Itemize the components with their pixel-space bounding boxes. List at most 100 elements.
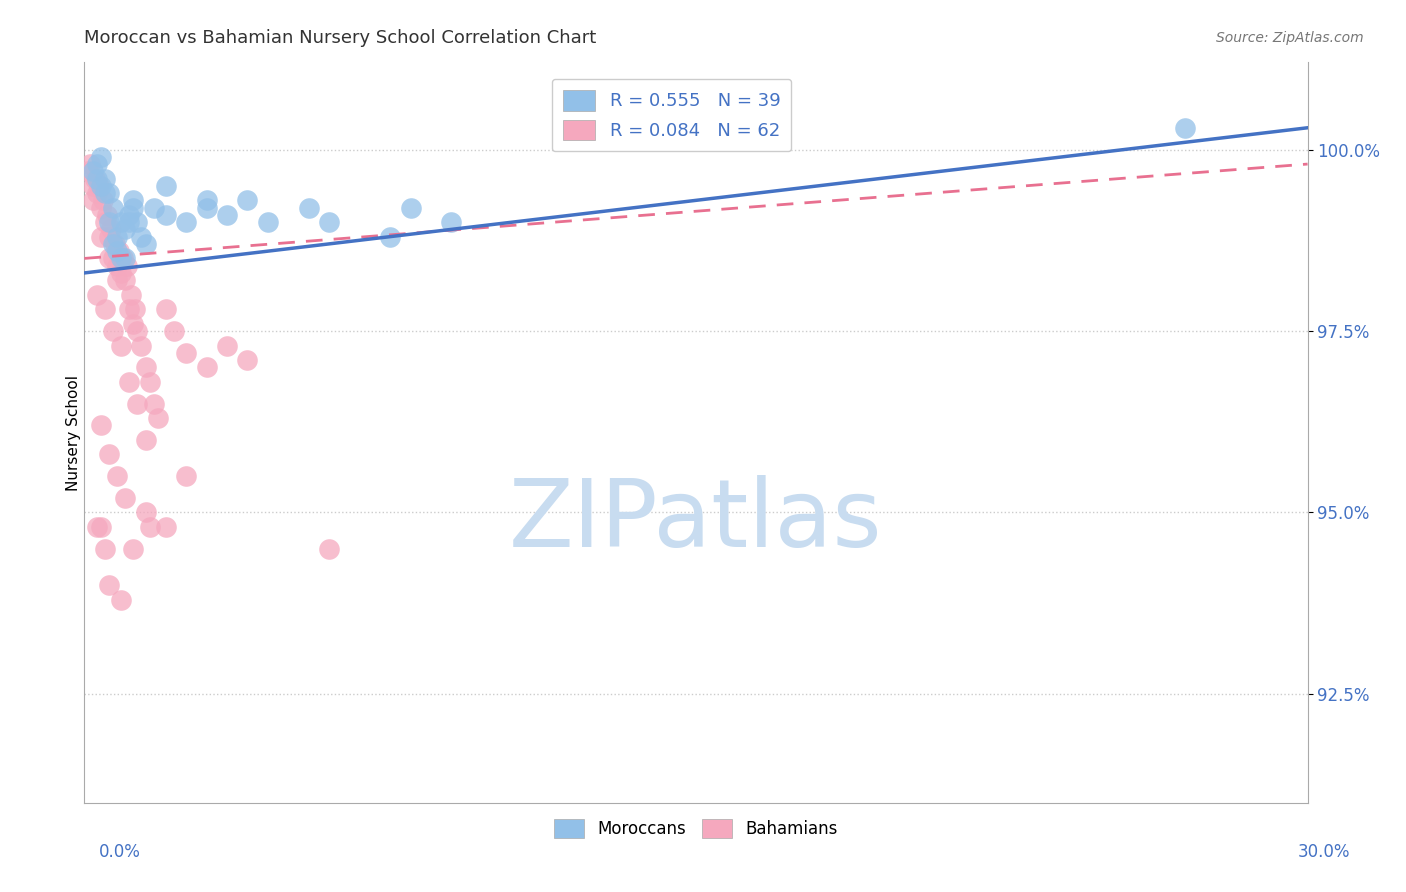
Point: [105, 469, 128, 483]
Point: [155, 520, 177, 534]
Point: [105, 229, 128, 244]
Point: [195, 194, 218, 208]
Point: [110, 338, 132, 352]
Point: [217, 208, 239, 222]
Point: [86, 520, 108, 534]
Point: [101, 324, 124, 338]
Point: [97, 578, 120, 592]
Point: [236, 353, 259, 368]
Point: [82, 164, 104, 178]
Text: ZIPatlas: ZIPatlas: [509, 475, 883, 567]
Point: [120, 287, 142, 301]
Point: [86, 287, 108, 301]
Point: [142, 396, 165, 410]
Point: [127, 324, 149, 338]
Point: [131, 338, 153, 352]
Point: [101, 252, 124, 266]
Point: [127, 215, 149, 229]
Point: [118, 302, 141, 317]
Point: [86, 186, 108, 200]
Point: [77, 164, 100, 178]
Point: [97, 215, 120, 229]
Point: [174, 345, 197, 359]
Point: [155, 178, 177, 193]
Point: [112, 252, 135, 266]
Point: [101, 201, 124, 215]
Point: [93, 215, 115, 229]
Point: [174, 215, 197, 229]
Point: [146, 411, 169, 425]
Point: [155, 302, 177, 317]
Point: [114, 491, 136, 505]
Point: [90, 201, 112, 215]
Point: [83, 171, 105, 186]
Point: [114, 252, 136, 266]
Point: [105, 259, 128, 273]
Point: [115, 259, 138, 273]
Point: [93, 171, 115, 186]
Point: [101, 236, 124, 251]
Point: [118, 215, 141, 229]
Point: [97, 186, 120, 200]
Point: [82, 194, 104, 208]
Point: [93, 302, 115, 317]
Point: [1174, 120, 1197, 135]
Point: [110, 215, 132, 229]
Point: [298, 201, 321, 215]
Point: [122, 317, 145, 331]
Point: [110, 592, 132, 607]
Y-axis label: Nursery School: Nursery School: [66, 375, 80, 491]
Point: [93, 541, 115, 556]
Point: [118, 375, 141, 389]
Point: [236, 194, 259, 208]
Point: [114, 222, 136, 236]
Point: [195, 201, 218, 215]
Point: [104, 236, 127, 251]
Point: [122, 194, 145, 208]
Point: [82, 178, 104, 193]
Point: [91, 194, 114, 208]
Point: [96, 208, 118, 222]
Point: [131, 229, 153, 244]
Point: [195, 360, 218, 375]
Point: [114, 273, 136, 287]
Point: [108, 244, 131, 259]
Point: [97, 229, 120, 244]
Point: [127, 396, 149, 410]
Point: [380, 229, 402, 244]
Point: [110, 252, 132, 266]
Point: [86, 171, 108, 186]
Point: [138, 375, 160, 389]
Point: [90, 178, 112, 193]
Point: [138, 520, 160, 534]
Point: [135, 236, 157, 251]
Text: 0.0%: 0.0%: [98, 843, 141, 861]
Point: [135, 506, 157, 520]
Point: [79, 157, 101, 171]
Point: [122, 201, 145, 215]
Point: [135, 360, 157, 375]
Text: Source: ZipAtlas.com: Source: ZipAtlas.com: [1216, 31, 1364, 45]
Point: [87, 178, 110, 193]
Point: [90, 150, 112, 164]
Point: [86, 157, 108, 171]
Text: Moroccan vs Bahamian Nursery School Correlation Chart: Moroccan vs Bahamian Nursery School Corr…: [84, 29, 596, 47]
Text: 30.0%: 30.0%: [1298, 843, 1350, 861]
Point: [105, 244, 128, 259]
Point: [100, 222, 122, 236]
Point: [118, 208, 141, 222]
Point: [142, 201, 165, 215]
Point: [174, 469, 197, 483]
Point: [122, 541, 145, 556]
Point: [399, 201, 422, 215]
Point: [90, 418, 112, 433]
Point: [110, 266, 132, 280]
Point: [155, 208, 177, 222]
Point: [163, 324, 186, 338]
Point: [97, 252, 120, 266]
Point: [135, 433, 157, 447]
Point: [217, 338, 239, 352]
Point: [105, 273, 128, 287]
Point: [318, 215, 340, 229]
Point: [93, 186, 115, 200]
